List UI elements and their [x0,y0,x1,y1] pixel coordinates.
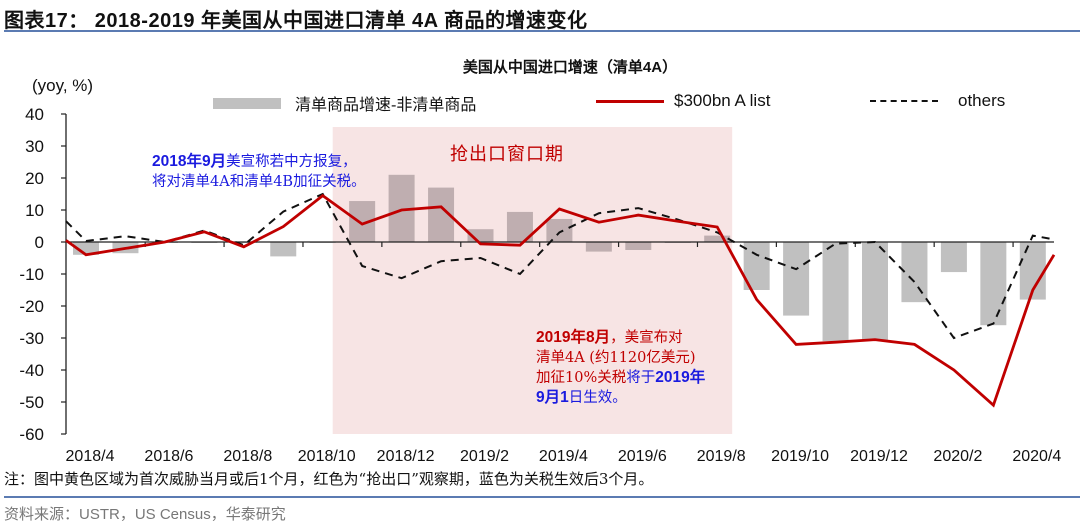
legend-label-red-line: $300bn A list [674,91,771,110]
red-line-swatch-icon [596,99,664,103]
x-tick-label: 2018/10 [298,448,356,465]
x-tick-label: 2018/8 [223,448,272,465]
note-divider [4,496,1080,498]
bar [822,242,849,342]
legend-label-bar: 清单商品增速-非清单商品 [295,95,477,114]
bar [704,235,731,242]
y-tick-label: 10 [25,201,44,220]
y-tick-label: -60 [19,425,44,444]
x-tick-label: 2019/10 [771,448,829,465]
annotation-date: 2019年8月 [536,329,611,346]
annotation-text: 日生效。 [568,390,627,406]
annotation-text: ，美宣布对 [610,330,683,346]
annotation-text: 加征10%关税 [536,370,627,386]
annotation-aug-2019: 2019年8月，美宣布对 清单4A (约1120亿美元) 加征10%关税将于20… [536,328,705,408]
annotation-date: 2019年 [655,369,706,386]
bar [585,242,612,252]
x-tick-label: 2019/4 [539,448,588,465]
legend-item-red-line: $300bn A list [596,91,770,111]
annotation-text: 将于 [626,370,656,386]
x-tick-label: 2020/2 [933,448,982,465]
x-tick-label: 2018/12 [377,448,435,465]
legend-label-dashed-line: others [958,91,1006,110]
annotation-date: 2018年9月 [152,153,227,170]
others-dashed-line [65,192,1055,340]
bar [546,218,573,242]
bar [901,242,928,303]
annotation-text: 将对清单4A和清单4B加征关税。 [152,174,366,190]
bar-swatch-icon [213,97,281,109]
y-tick-label: 20 [25,169,44,188]
x-tick-label: 2019/2 [460,448,509,465]
legend-item-bar: 清单商品增速-非清单商品 [213,91,476,115]
title-divider [4,30,1080,32]
y-tick-label: 40 [25,105,44,124]
y-tick-label: 0 [35,233,44,252]
figure-source: 资料来源：USTR，US Census，华泰研究 [4,506,286,523]
y-tick-label: -40 [19,361,44,380]
x-tick-label: 2018/4 [66,448,115,465]
x-tick-label: 2019/12 [850,448,908,465]
annotation-date: 9月1 [536,389,569,406]
figure-note: 注：图中黄色区域为首次威胁当月或后1个月，红色为“抢出口”观察期，蓝色为关税生效… [4,470,654,488]
bar [862,242,888,340]
y-tick-label: -50 [19,393,44,412]
y-tick-label: -20 [19,297,44,316]
dashed-line-swatch-icon [870,100,938,102]
red-300bn-a-list-line [65,193,1056,408]
bar [980,242,1007,326]
y-tick-label: -10 [19,265,44,284]
y-axis-unit-label: (yoy, %) [32,76,94,95]
y-tick-label: 30 [25,137,44,156]
annotation-sept-2018: 2018年9月美宣称若中方报复， 将对清单4A和清单4B加征关税。 [152,152,366,192]
bar [940,242,967,273]
annotation-text: 美宣称若中方报复， [226,154,357,170]
figure-title: 图表17： 2018-2019 年美国从中国进口清单 4A 商品的增速变化 [4,10,588,32]
legend-item-dashed-line: others [870,91,1005,111]
annotation-text: 清单4A (约1120亿美元) [536,350,696,366]
chart-title: 美国从中国进口增速（清单4A） [462,59,678,76]
x-tick-label: 2018/6 [144,448,193,465]
bar [270,242,297,257]
bar [625,242,652,250]
x-tick-label: 2020/4 [1012,448,1061,465]
y-tick-label: -30 [19,329,44,348]
x-tick-label: 2019/8 [697,448,746,465]
x-tick-label: 2019/6 [618,448,667,465]
window-period-label: 抢出口窗口期 [450,144,564,165]
chart-plot-area: 40 30 20 10 0 -10 -20 -30 -40 -50 -60 2018/4 2018/6 2… [19,105,1061,465]
bar [783,242,810,316]
